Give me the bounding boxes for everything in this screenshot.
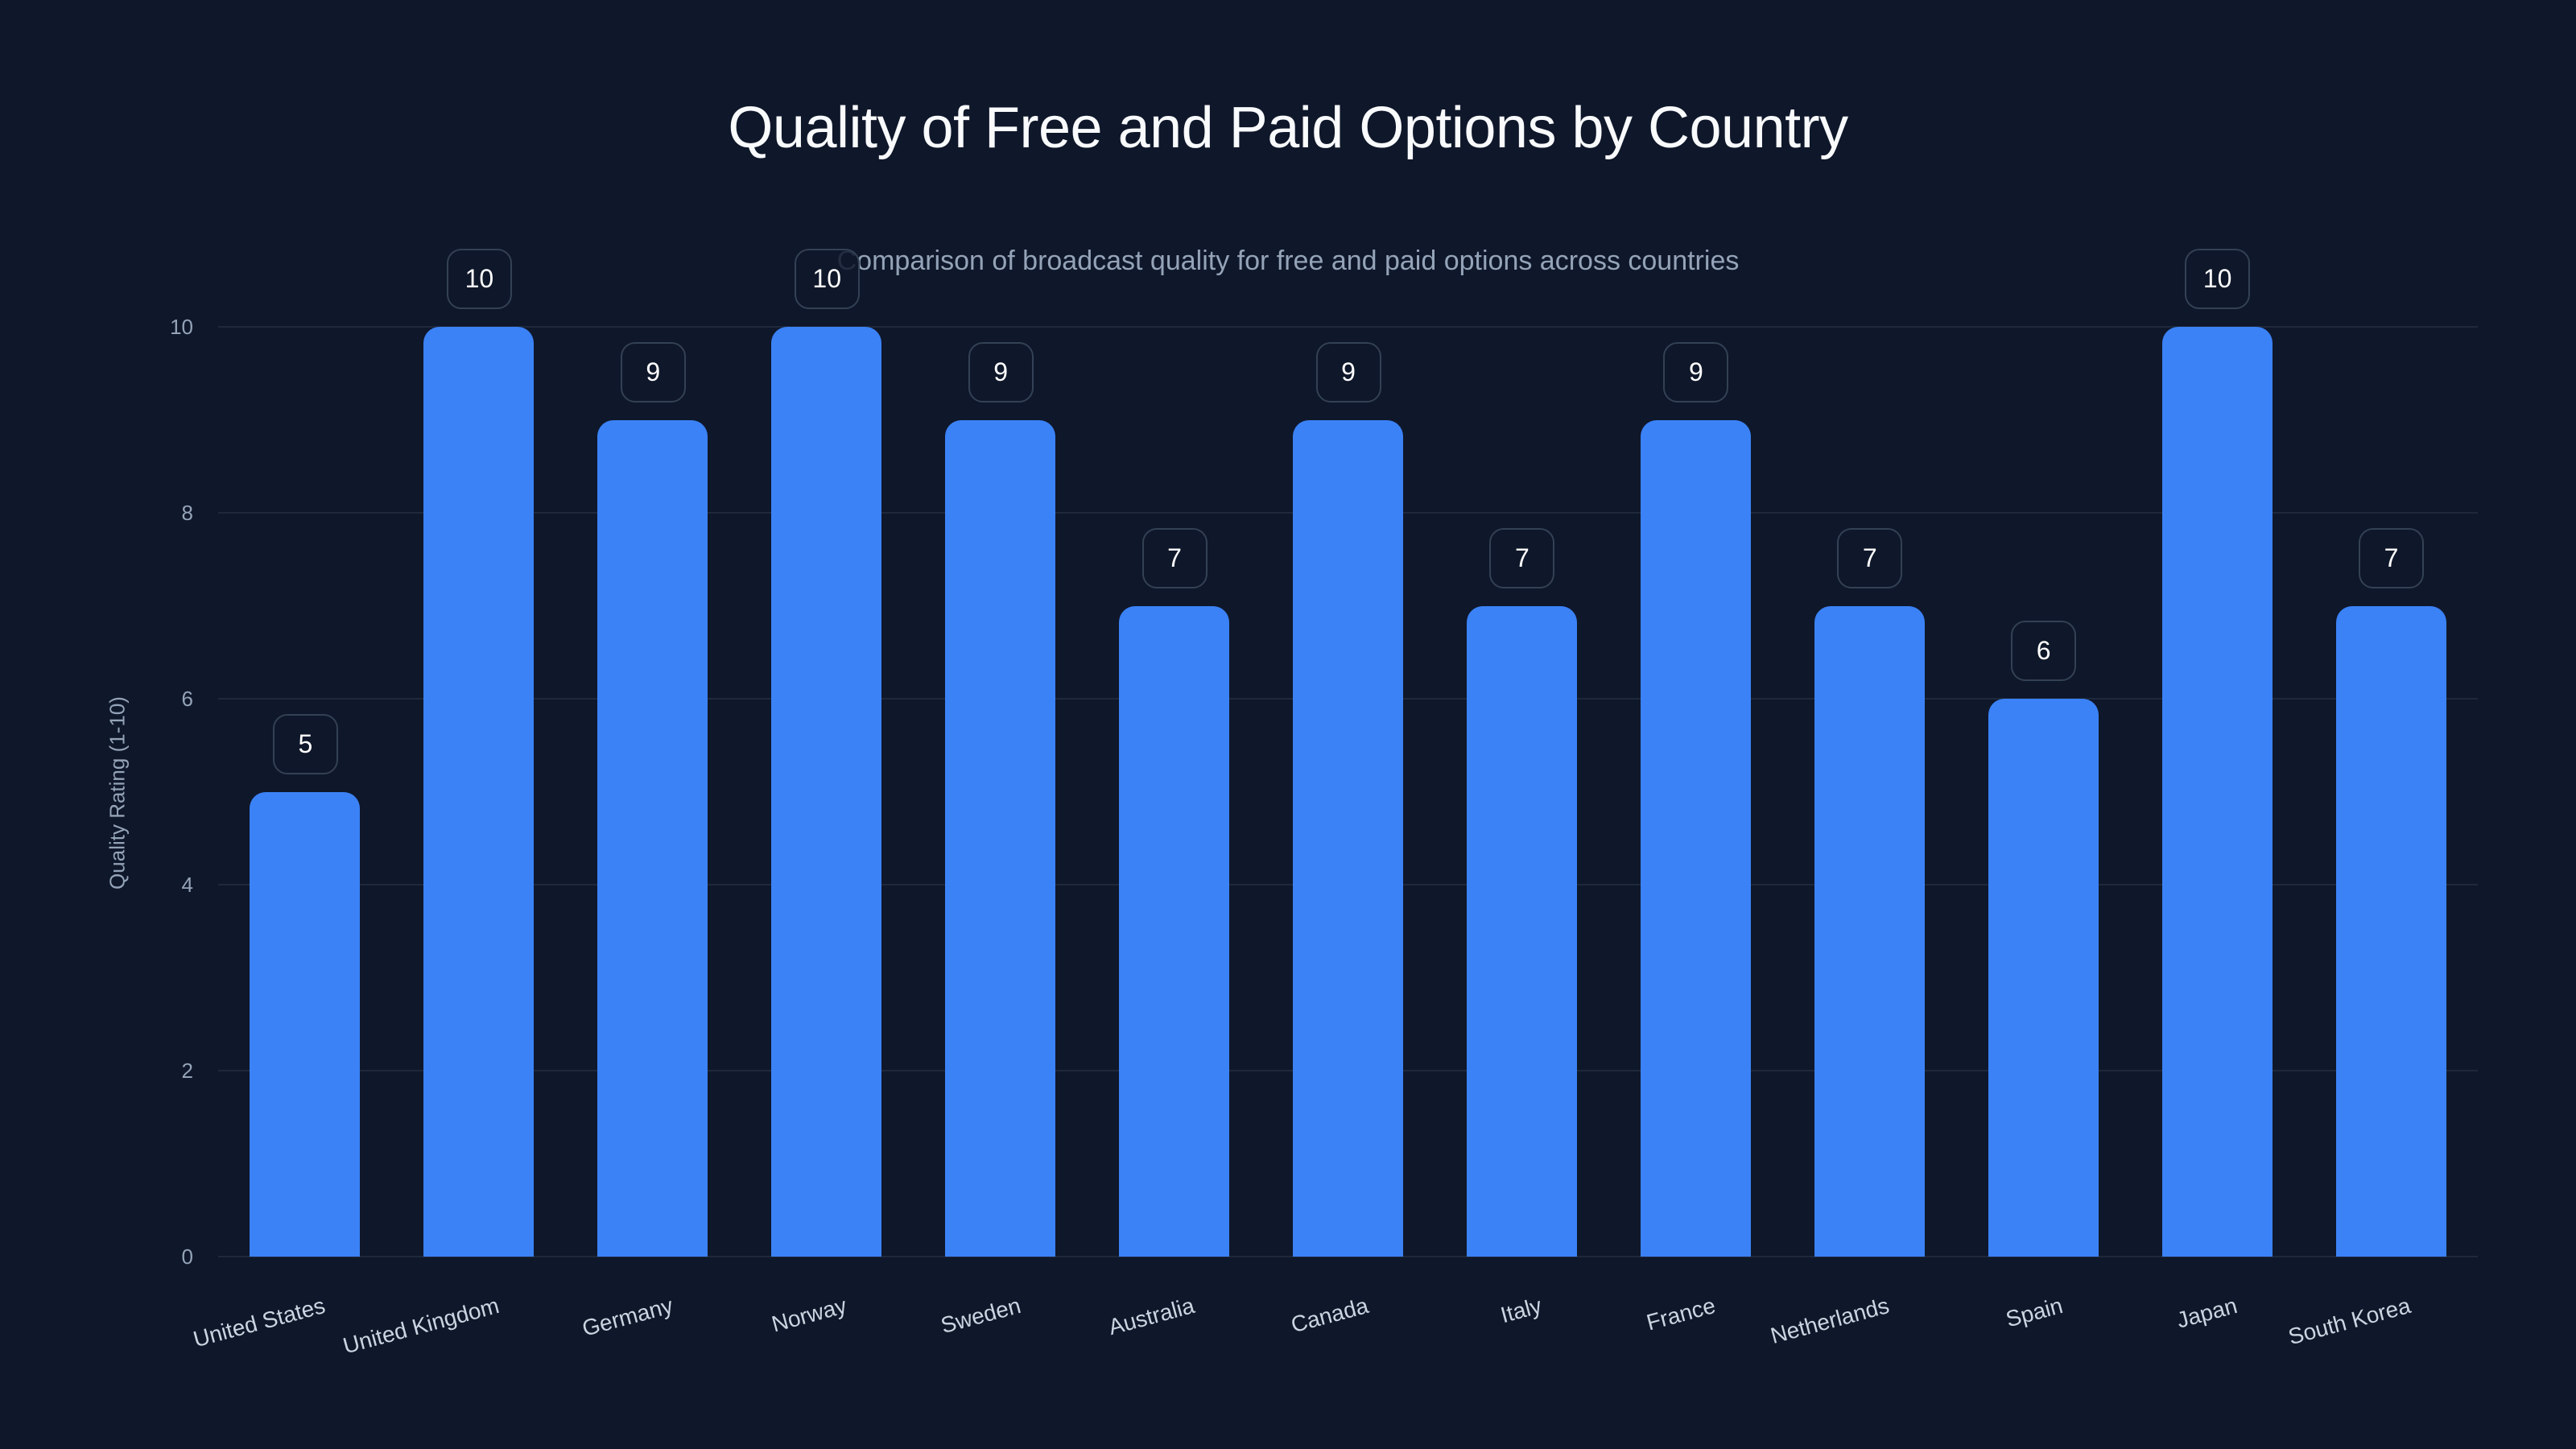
value-label: 7 [1489,527,1555,588]
gridline [218,1256,2478,1257]
bar[interactable] [1640,419,1751,1257]
x-tick-label: Netherlands [1768,1293,1893,1349]
x-tick-label: France [1644,1293,1719,1335]
bar[interactable] [1466,605,1577,1257]
bar[interactable] [1814,605,1925,1257]
value-label: 10 [794,249,860,309]
x-tick-label: Italy [1498,1293,1545,1328]
value-label: 7 [1837,527,1903,588]
bar[interactable] [2335,605,2446,1257]
y-tick-label: 0 [181,1245,193,1269]
chart-title: Quality of Free and Paid Options by Coun… [728,96,1848,160]
x-tick-label: Sweden [938,1293,1023,1339]
x-tick-label: Japan [2174,1293,2240,1333]
bar[interactable] [771,327,882,1257]
chart-subtitle: Comparison of broadcast quality for free… [836,246,1740,276]
value-label: 7 [2359,527,2425,588]
bar[interactable] [2161,327,2273,1257]
value-label: 10 [2185,249,2251,309]
y-tick-label: 6 [181,687,193,711]
gridline [218,326,2478,328]
value-label: 9 [968,341,1034,402]
bar[interactable] [1293,419,1403,1257]
y-tick-label: 4 [181,873,193,897]
bar[interactable] [1119,605,1230,1257]
y-tick-label: 8 [181,501,193,525]
x-tick-label: South Korea [2285,1293,2413,1350]
bar[interactable] [1988,699,2099,1257]
x-tick-label: Germany [579,1293,675,1341]
y-tick-label: 10 [170,315,193,339]
x-tick-label: Australia [1105,1293,1197,1340]
value-label: 9 [1663,341,1729,402]
value-label: 10 [446,249,512,309]
bar[interactable] [423,327,535,1257]
x-tick-label: United States [190,1293,328,1352]
x-tick-label: Norway [768,1293,849,1337]
x-tick-label: United Kingdom [340,1293,502,1359]
value-label: 9 [1315,341,1381,402]
bar[interactable] [597,419,708,1257]
x-tick-label: Spain [2003,1293,2066,1332]
y-axis-label: Quality Rating (1-10) [105,696,130,890]
y-tick-label: 2 [181,1059,193,1083]
plot-area: 5 United States 10 United Kingdom 9 Germany 10… [191,0,2478,1449]
value-label: 5 [272,713,338,774]
value-label: 9 [620,341,686,402]
value-label: 7 [1141,527,1208,588]
value-label: 6 [2011,621,2077,681]
bar[interactable] [250,791,361,1257]
x-tick-label: Canada [1287,1293,1371,1338]
bar[interactable] [945,419,1056,1257]
